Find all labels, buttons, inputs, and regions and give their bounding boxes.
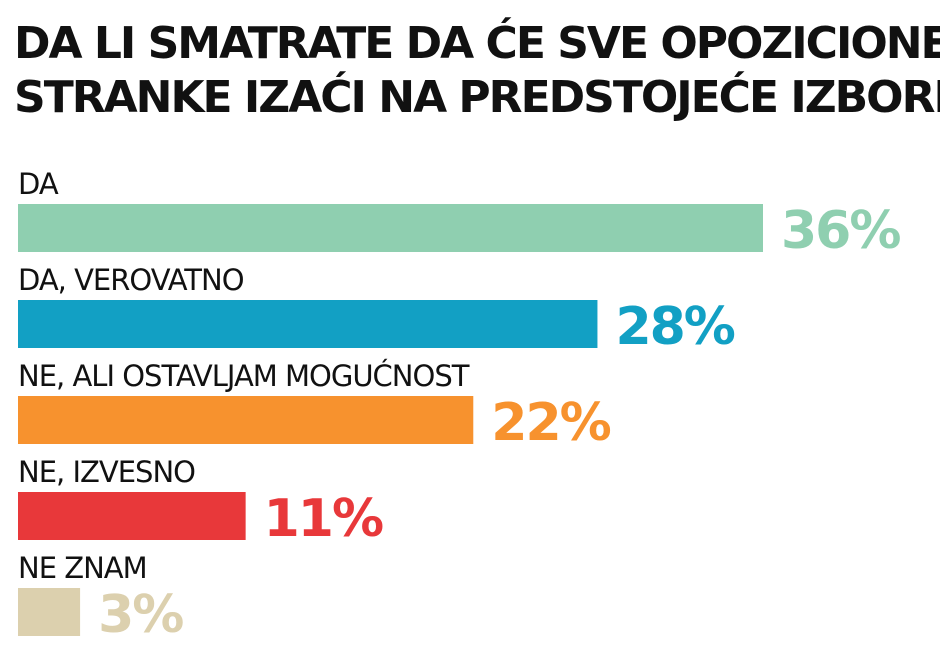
bar [18, 492, 246, 540]
category-label: NE, ALI OSTAVLJAM MOGUĆNOST [18, 359, 470, 393]
value-label: 22% [491, 393, 610, 453]
chart-title-line-1: DA LI SMATRATE DA ĆE SVE OPOZICIONE [14, 16, 940, 69]
bars-group: DA 36% DA, VEROVATNO 28% NE, ALI OSTAVLJAM M… [18, 167, 902, 645]
category-label: DA, VEROVATNO [18, 263, 244, 297]
bar [18, 204, 763, 252]
value-label: 28% [615, 297, 734, 357]
chart-title-line-2: STRANKE IZAĆI NA PREDSTOJEĆE IZBORE? [14, 70, 940, 123]
bar [18, 588, 81, 636]
value-label: 3% [98, 585, 183, 645]
value-label: 36% [781, 201, 900, 261]
category-label: NE ZNAM [18, 551, 147, 585]
bar [18, 396, 474, 444]
category-label: DA [18, 167, 59, 201]
value-label: 11% [264, 489, 383, 549]
category-label: NE, IZVESNO [18, 455, 195, 489]
bar [18, 300, 598, 348]
